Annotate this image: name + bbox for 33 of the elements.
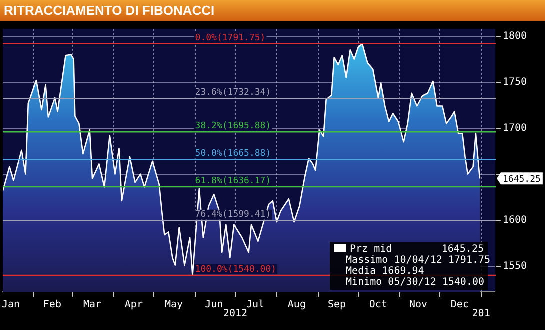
text: 201 (472, 308, 490, 320)
annotation: 1645.25 (442, 244, 484, 255)
ref-line-label: 38.2%(1695.88) (195, 121, 272, 132)
x-tick-label: Mar (83, 300, 102, 311)
x-tick-label: Dec (450, 300, 469, 311)
y-tick-label: 1550 (503, 260, 528, 272)
x-tick-label: Jun (205, 300, 224, 311)
x-tick-label: May (164, 300, 184, 311)
text: 1645.25 (503, 175, 541, 186)
ref-line-label: 61.8%(1636.17) (195, 176, 272, 186)
x-tick-label: Jul (246, 300, 265, 311)
annotation: Massimo 10/04/12 1791.75 (345, 255, 491, 266)
annotation: Media 1669.94 (345, 266, 426, 277)
x-tick-label: Nov (409, 300, 428, 311)
y-tick-label: 1750 (503, 76, 528, 88)
ref-line-label: 23.6%(1732.34) (195, 88, 272, 98)
x-tick-label: Feb (43, 300, 62, 311)
ref-line-label: 50.0%(1665.88) (195, 149, 272, 160)
y-tick-label: 1600 (503, 214, 528, 226)
y-tick-label: 1700 (503, 122, 528, 134)
text: 2012 (223, 308, 248, 320)
ref-line-label: 100.0%(1540.00) (195, 264, 277, 275)
y-tick-label: 1800 (503, 30, 528, 42)
annotation: Minimo 05/30/12 1540.00 (345, 277, 485, 288)
chart-title: RITRACCIAMENTO DI FIBONACCI (0, 0, 545, 21)
legend-label: Prz mid (349, 244, 392, 255)
x-tick-label: Oct (369, 300, 388, 311)
x-tick-label: Sep (328, 300, 346, 311)
ref-line-label: 0.0%(1791.75) (195, 33, 266, 44)
x-tick-label: Aug (288, 300, 306, 311)
ref-line-label: 76.4%(1599.41) (195, 210, 272, 220)
x-tick-label: Jan (2, 300, 20, 311)
x-tick-label: Apr (124, 300, 143, 311)
